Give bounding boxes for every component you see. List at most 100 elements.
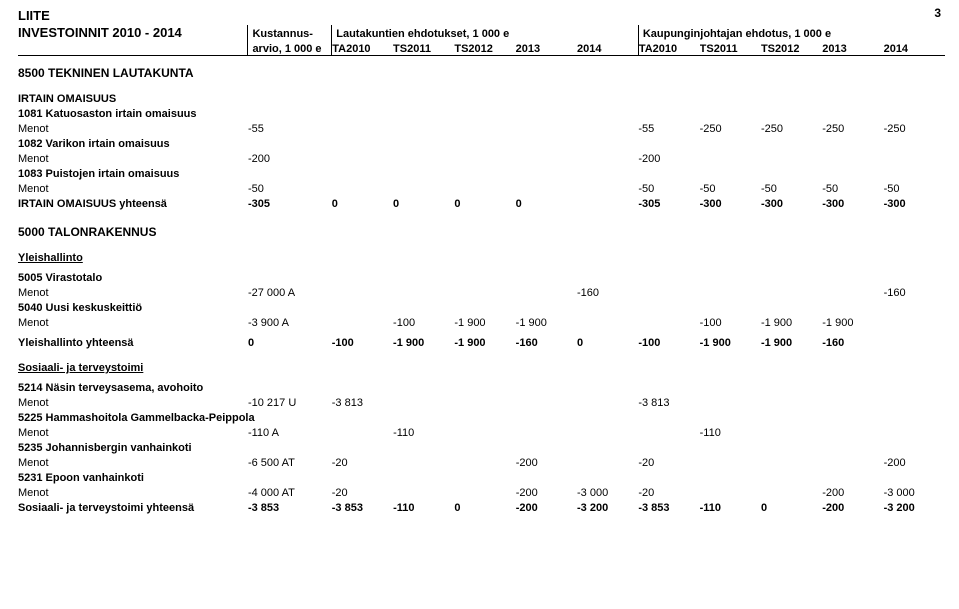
hdr-group2: Kaupunginjohtajan ehdotus, 1 000 e xyxy=(638,25,945,40)
label-1082: 1082 Varikon irtain omaisuus xyxy=(18,135,945,150)
row-1081-label: 1081 Katuosaston irtain omaisuus xyxy=(18,105,945,120)
yleis-total-c7: -1 900 xyxy=(700,334,761,349)
yleis-total-label: Yleishallinto yhteensä xyxy=(18,334,248,349)
sos-total-arvio: -3 853 xyxy=(248,499,332,514)
irtain-total-c2: 0 xyxy=(393,195,454,210)
menot-1082: Menot xyxy=(18,150,248,165)
irtain-total-c8: -300 xyxy=(761,195,822,210)
section-5000-label: 5000 TALONRAKENNUS xyxy=(18,220,945,239)
irtain-total-c9: -300 xyxy=(822,195,883,210)
irtain-title-row: IRTAIN OMAISUUS xyxy=(18,90,945,105)
section-8500-label: 8500 TEKNINEN LAUTAKUNTA xyxy=(18,61,945,80)
hdr-c7: TS2011 xyxy=(700,40,761,56)
row-5235-menot: Menot -6 500 AT -20 -200 -20 -200 xyxy=(18,454,945,469)
yleis-title: Yleishallinto xyxy=(18,249,945,264)
yleis-total-c5: 0 xyxy=(577,334,638,349)
menot-5005: Menot xyxy=(18,284,248,299)
irtain-title: IRTAIN OMAISUUS xyxy=(18,90,945,105)
c6-5214: -3 813 xyxy=(638,394,699,409)
row-1082-menot: Menot -200 -200 xyxy=(18,150,945,165)
arvio-5231: -4 000 AT xyxy=(248,484,332,499)
liite-label: LIITE xyxy=(18,8,945,23)
label-5040: 5040 Uusi keskuskeittiö xyxy=(18,299,945,314)
c10-5235: -200 xyxy=(884,454,945,469)
page-number: 3 xyxy=(934,6,941,20)
row-sos-total: Sosiaali- ja terveystoimi yhteensä -3 85… xyxy=(18,499,945,514)
irtain-total-c10: -300 xyxy=(884,195,945,210)
v7-1081: -250 xyxy=(700,120,761,135)
hdr-c10: 2014 xyxy=(884,40,945,56)
v7-1083: -50 xyxy=(700,180,761,195)
row-1083-label: 1083 Puistojen irtain omaisuus xyxy=(18,165,945,180)
irtain-total-c4: 0 xyxy=(516,195,577,210)
hdr-c3: TS2012 xyxy=(454,40,515,56)
c6-5235: -20 xyxy=(638,454,699,469)
menot-5225: Menot xyxy=(18,424,248,439)
sos-total-c8: 0 xyxy=(761,499,822,514)
hdr-group1: Lautakuntien ehdotukset, 1 000 e xyxy=(332,25,639,40)
c6-5231: -20 xyxy=(638,484,699,499)
menot-5231: Menot xyxy=(18,484,248,499)
irtain-total-c1: 0 xyxy=(332,195,393,210)
label-5005: 5005 Virastotalo xyxy=(18,269,945,284)
arvio-5214: -10 217 U xyxy=(248,394,332,409)
v6-1081: -55 xyxy=(638,120,699,135)
arvio-1082: -200 xyxy=(248,150,332,165)
c7-5040: -100 xyxy=(700,314,761,329)
hdr-c8: TS2012 xyxy=(761,40,822,56)
row-5214-label: 5214 Näsin terveysasema, avohoito xyxy=(18,379,945,394)
row-5225-label: 5225 Hammashoitola Gammelbacka-Peippola xyxy=(18,409,945,424)
row-5231-label: 5231 Epoon vanhainkoti xyxy=(18,469,945,484)
menot-1081: Menot xyxy=(18,120,248,135)
irtain-total-arvio: -305 xyxy=(248,195,332,210)
label-5235: 5235 Johannisbergin vanhainkoti xyxy=(18,439,945,454)
v10-1083: -50 xyxy=(884,180,945,195)
c8-5040: -1 900 xyxy=(761,314,822,329)
row-1081-menot: Menot -55 -55 -250 -250 -250 -250 xyxy=(18,120,945,135)
hdr-kustannus: Kustannus- xyxy=(248,25,332,40)
hdr-c1: TA2010 xyxy=(332,40,393,56)
hdr-c6: TA2010 xyxy=(638,40,699,56)
c2-5225: -110 xyxy=(393,424,454,439)
c1-5235: -20 xyxy=(332,454,393,469)
menot-5040: Menot xyxy=(18,314,248,329)
label-1081: 1081 Katuosaston irtain omaisuus xyxy=(18,105,945,120)
c4-5235: -200 xyxy=(516,454,577,469)
yleis-total-c8: -1 900 xyxy=(761,334,822,349)
row-5040-label: 5040 Uusi keskuskeittiö xyxy=(18,299,945,314)
sos-total-c9: -200 xyxy=(822,499,883,514)
c5-5231: -3 000 xyxy=(577,484,638,499)
row-5225-menot: Menot -110 A -110 -110 xyxy=(18,424,945,439)
row-1083-menot: Menot -50 -50 -50 -50 -50 -50 xyxy=(18,180,945,195)
arvio-1081: -55 xyxy=(248,120,332,135)
hdr-c2: TS2011 xyxy=(393,40,454,56)
irtain-total-c6: -305 xyxy=(638,195,699,210)
v9-1081: -250 xyxy=(822,120,883,135)
hdr-c9: 2013 xyxy=(822,40,883,56)
sos-total-c1: -3 853 xyxy=(332,499,393,514)
yleis-total-c6: -100 xyxy=(638,334,699,349)
v10-1081: -250 xyxy=(884,120,945,135)
c2-5040: -100 xyxy=(393,314,454,329)
c4-5231: -200 xyxy=(516,484,577,499)
yleis-total-c3: -1 900 xyxy=(454,334,515,349)
label-5225: 5225 Hammashoitola Gammelbacka-Peippola xyxy=(18,409,945,424)
irtain-total-label: IRTAIN OMAISUUS yhteensä xyxy=(18,195,248,210)
label-5214: 5214 Näsin terveysasema, avohoito xyxy=(18,379,945,394)
menot-5214: Menot xyxy=(18,394,248,409)
menot-5235: Menot xyxy=(18,454,248,469)
v6-1083: -50 xyxy=(638,180,699,195)
arvio-5005: -27 000 A xyxy=(248,284,332,299)
sos-total-label: Sosiaali- ja terveystoimi yhteensä xyxy=(18,499,248,514)
header-row-1: INVESTOINNIT 2010 - 2014 Kustannus- Laut… xyxy=(18,25,945,40)
row-1082-label: 1082 Varikon irtain omaisuus xyxy=(18,135,945,150)
sos-total-c7: -110 xyxy=(700,499,761,514)
c3-5040: -1 900 xyxy=(454,314,515,329)
sos-total-c4: -200 xyxy=(516,499,577,514)
row-5005-label: 5005 Virastotalo xyxy=(18,269,945,284)
sos-total-c2: -110 xyxy=(393,499,454,514)
c1-5214: -3 813 xyxy=(332,394,393,409)
arvio-5225: -110 A xyxy=(248,424,332,439)
v9-1083: -50 xyxy=(822,180,883,195)
sos-total-c10: -3 200 xyxy=(884,499,945,514)
